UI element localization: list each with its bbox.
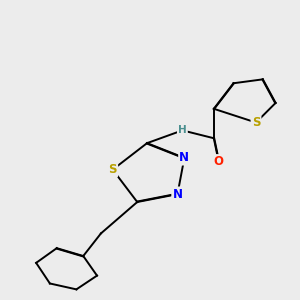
- Text: N: N: [179, 152, 189, 164]
- Text: N: N: [172, 188, 182, 201]
- Text: S: S: [109, 163, 117, 176]
- Text: O: O: [214, 155, 224, 168]
- Text: H: H: [178, 125, 187, 135]
- Text: S: S: [252, 116, 260, 129]
